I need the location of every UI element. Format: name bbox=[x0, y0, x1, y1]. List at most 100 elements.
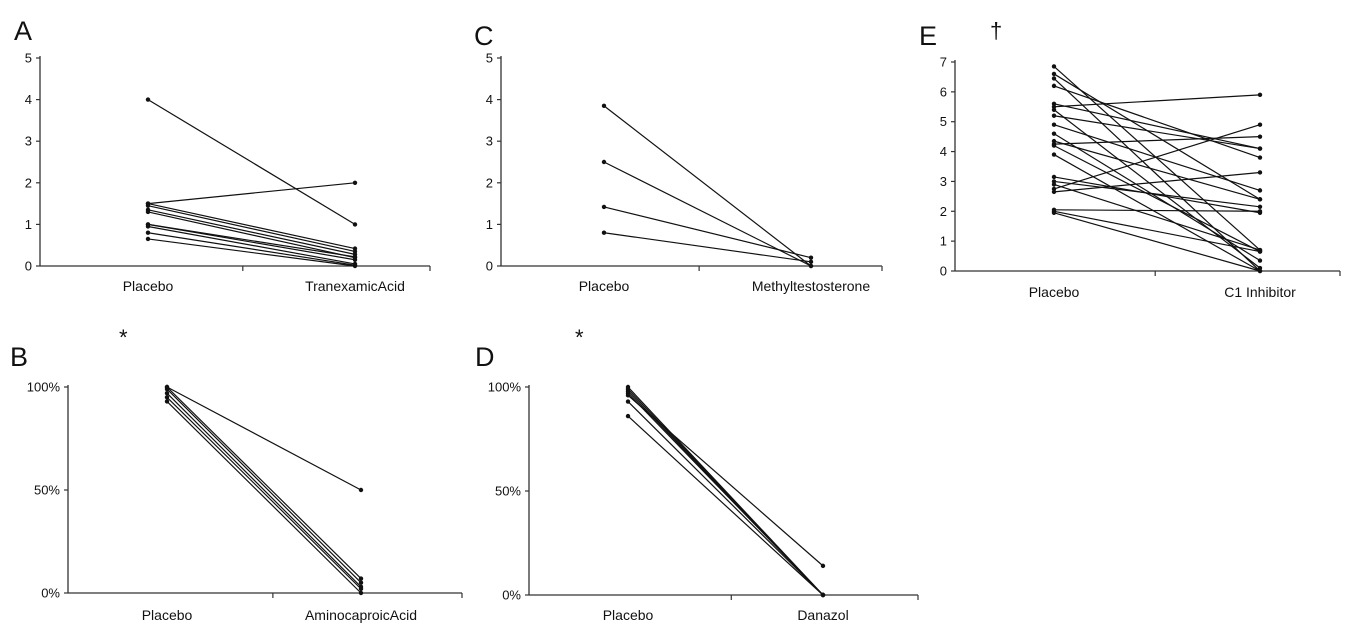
series-line bbox=[1053, 94, 1261, 108]
data-point bbox=[145, 97, 151, 102]
significance-marker: † bbox=[990, 18, 1002, 43]
data-point bbox=[358, 590, 364, 596]
data-point bbox=[808, 255, 814, 260]
panel-d: D * 0% 50% 100% Placebo Danazol bbox=[475, 325, 919, 623]
panel-letter: B bbox=[10, 342, 28, 372]
data-point bbox=[358, 576, 364, 581]
data-point bbox=[808, 263, 814, 269]
series-line bbox=[1053, 103, 1261, 150]
data-point bbox=[625, 413, 631, 419]
y-tick-label: 5 bbox=[25, 51, 32, 66]
series-line bbox=[1053, 171, 1261, 193]
data-point bbox=[1257, 258, 1263, 263]
series-line bbox=[1053, 176, 1261, 214]
data-point bbox=[820, 563, 826, 569]
y-tick-label: 100% bbox=[488, 380, 522, 395]
y-tick-label: 1 bbox=[25, 217, 32, 232]
category-label: TranexamicAcid bbox=[305, 278, 405, 294]
series-line bbox=[147, 182, 356, 205]
panel-letter: D bbox=[475, 342, 495, 372]
series-line bbox=[147, 203, 356, 250]
series-line bbox=[1053, 66, 1261, 251]
data-point bbox=[1051, 83, 1057, 89]
series-line bbox=[1053, 209, 1261, 212]
series-line bbox=[147, 223, 356, 258]
data-point bbox=[820, 592, 826, 598]
data-point bbox=[1051, 122, 1057, 127]
y-tick-label: 0% bbox=[502, 588, 521, 603]
data-point bbox=[1257, 146, 1263, 151]
data-point bbox=[358, 487, 364, 493]
data-point bbox=[1051, 113, 1057, 118]
series-line bbox=[147, 211, 356, 259]
category-label: AminocaproicAcid bbox=[305, 607, 417, 623]
data-point bbox=[1257, 92, 1263, 98]
data-point bbox=[164, 399, 170, 404]
panel-e: E † 0 1 2 3 4 5 6 7 Placebo C1 Inhibitor bbox=[919, 18, 1341, 300]
data-point bbox=[358, 580, 364, 585]
series-line bbox=[1053, 124, 1261, 190]
data-point bbox=[358, 586, 364, 592]
panel-a: A 0 1 2 3 4 5 Placebo TranexamicAcid bbox=[14, 16, 431, 294]
series-line bbox=[1053, 85, 1261, 159]
y-tick-label: 4 bbox=[940, 144, 947, 159]
series-line bbox=[627, 415, 824, 596]
series-line bbox=[1053, 145, 1261, 253]
data-point bbox=[1257, 209, 1263, 214]
y-tick-label: 7 bbox=[940, 55, 947, 70]
y-tick-label: 3 bbox=[940, 174, 947, 189]
data-point bbox=[1257, 170, 1263, 175]
series-line bbox=[166, 392, 362, 588]
data-point bbox=[808, 259, 814, 265]
data-point bbox=[352, 222, 358, 227]
data-point bbox=[352, 254, 358, 260]
data-point bbox=[1257, 122, 1263, 127]
data-point bbox=[1257, 134, 1263, 139]
data-point bbox=[625, 399, 631, 404]
category-label: Placebo bbox=[1029, 284, 1080, 300]
data-point bbox=[145, 224, 151, 229]
series-line bbox=[147, 225, 356, 265]
y-tick-label: 4 bbox=[25, 92, 32, 107]
series-line bbox=[147, 238, 356, 267]
y-tick-label: 50% bbox=[34, 483, 60, 498]
data-point bbox=[1257, 155, 1263, 160]
y-tick-label: 0% bbox=[41, 586, 60, 601]
panel-c: C 0 1 2 3 4 5 Placebo Methyltestosterone bbox=[474, 21, 883, 294]
data-point bbox=[352, 180, 358, 185]
y-tick-label: 50% bbox=[495, 484, 521, 499]
series-line bbox=[1053, 73, 1261, 200]
y-tick-label: 0 bbox=[25, 259, 32, 274]
series-line bbox=[627, 394, 824, 567]
y-tick-label: 0 bbox=[940, 264, 947, 279]
y-tick-label: 2 bbox=[940, 204, 947, 219]
data-point bbox=[164, 386, 170, 392]
data-point bbox=[145, 236, 151, 242]
panel-letter: C bbox=[474, 21, 494, 51]
series-line bbox=[166, 396, 362, 590]
data-point bbox=[1051, 189, 1057, 195]
data-point bbox=[1051, 174, 1057, 180]
y-tick-label: 6 bbox=[940, 84, 947, 99]
series-line bbox=[1053, 183, 1261, 251]
data-point bbox=[1051, 210, 1057, 215]
category-label: Danazol bbox=[797, 607, 848, 623]
significance-marker: * bbox=[119, 325, 128, 350]
data-point bbox=[145, 209, 151, 215]
series-line bbox=[1053, 210, 1261, 253]
data-point bbox=[1051, 76, 1057, 81]
data-point bbox=[1051, 71, 1057, 77]
series-line bbox=[147, 209, 356, 255]
series-line bbox=[1053, 115, 1261, 150]
data-point bbox=[625, 393, 631, 398]
data-point bbox=[1257, 204, 1263, 210]
y-tick-label: 5 bbox=[940, 114, 947, 129]
y-tick-label: 100% bbox=[27, 380, 61, 395]
data-point bbox=[601, 204, 607, 210]
category-label: Placebo bbox=[142, 607, 193, 623]
series-line bbox=[1053, 140, 1261, 200]
data-point bbox=[164, 395, 170, 400]
panel-b: B * 0% 50% 100% Placebo AminocaproicAcid bbox=[10, 325, 463, 623]
data-point bbox=[601, 159, 607, 165]
